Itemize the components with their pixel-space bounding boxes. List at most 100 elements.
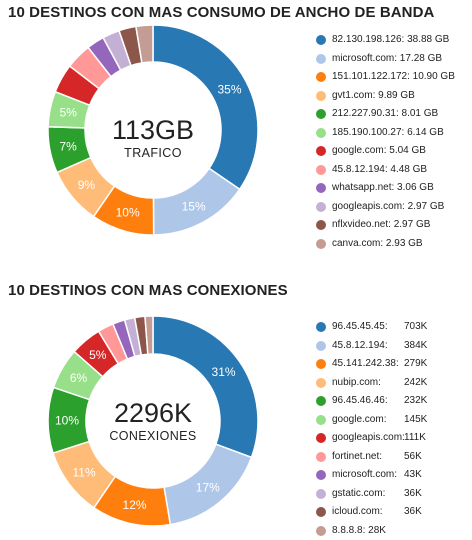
- legend-value: 384K: [404, 337, 427, 355]
- legend-label: microsoft.com: 17.28 GB: [332, 53, 442, 64]
- legend-swatch-icon: [316, 202, 326, 212]
- legend-swatch-icon: [316, 165, 326, 175]
- legend-swatch-icon: [316, 239, 326, 249]
- legend-swatch-icon: [316, 433, 326, 443]
- legend-swatch-icon: [316, 507, 326, 517]
- legend-swatch-icon: [316, 396, 326, 406]
- slice-label-nubip-com: 11%: [73, 465, 96, 479]
- legend-label: gstatic.com:: [332, 488, 385, 499]
- legend-label: gvt1.com: 9.89 GB: [332, 90, 415, 101]
- legend-item: gstatic.com:36K: [314, 485, 405, 504]
- legend-swatch-icon: [316, 91, 326, 101]
- legend-swatch-icon: [316, 146, 326, 156]
- bandwidth-chart-title: 10 DESTINOS CON MAS CONSUMO DE ANCHO DE …: [8, 4, 434, 21]
- legend-label: nubip.com:: [332, 377, 381, 388]
- legend-item: googleapis.com:111K: [314, 429, 405, 448]
- legend-value: 56K: [404, 448, 422, 466]
- slice-label-185-190-100-27: 5%: [60, 106, 78, 120]
- legend-label: 8.8.8.8: 28K: [332, 525, 386, 536]
- legend-swatch-icon: [316, 452, 326, 462]
- legend-item: googleapis.com: 2.97 GB: [314, 198, 455, 217]
- legend-item: 45.8.12.194:384K: [314, 337, 405, 356]
- legend-value: 279K: [404, 355, 427, 373]
- legend-item: nubip.com:242K: [314, 374, 405, 393]
- legend-label: 45.8.12.194: 4.48 GB: [332, 164, 427, 175]
- connections-panel: 31% 17% 12% 11% 10% 6%5% 2296K CONEXIONES 10 …: [0, 276, 472, 528]
- connections-center-label: CONEXIONES: [109, 429, 196, 443]
- slice-label-151-101-122-172: 10%: [116, 206, 140, 220]
- legend-swatch-icon: [316, 109, 326, 119]
- legend-label: 185.190.100.27: 6.14 GB: [332, 127, 444, 138]
- legend-label: 212.227.90.31: 8.01 GB: [332, 108, 438, 119]
- legend-swatch-icon: [316, 128, 326, 138]
- legend-swatch-icon: [316, 359, 326, 369]
- legend-item: gvt1.com: 9.89 GB: [314, 87, 455, 106]
- legend-label: icloud.com:: [332, 506, 383, 517]
- legend-label: 45.141.242.38:: [332, 358, 399, 369]
- legend-label: fortinet.net:: [332, 451, 382, 462]
- legend-swatch-icon: [316, 54, 326, 64]
- legend-item: 45.141.242.38:279K: [314, 355, 405, 374]
- legend-label: google.com: 5.04 GB: [332, 145, 426, 156]
- legend-item: 8.8.8.8: 28K: [314, 522, 405, 540]
- legend-value: 43K: [404, 466, 422, 484]
- legend-value: 36K: [404, 503, 422, 521]
- bandwidth-center-value: 113GB: [112, 115, 194, 145]
- slice-label-gvt1-com: 9%: [78, 178, 96, 192]
- legend-swatch-icon: [316, 341, 326, 351]
- legend-swatch-icon: [316, 378, 326, 388]
- slice-label-googleapis-com: 5%: [89, 348, 107, 362]
- legend-swatch-icon: [316, 489, 326, 499]
- legend-label: 45.8.12.194:: [332, 340, 388, 351]
- legend-value: 145K: [404, 411, 427, 429]
- legend-value: 242K: [404, 374, 427, 392]
- bandwidth-legend: 82.130.198.126: 38.88 GB microsoft.com: 1…: [314, 31, 455, 253]
- bandwidth-center-label: TRAFICO: [124, 146, 182, 160]
- legend-label: googleapis.com: 2.97 GB: [332, 201, 444, 212]
- legend-item: microsoft.com: 17.28 GB: [314, 50, 455, 69]
- legend-swatch-icon: [316, 415, 326, 425]
- legend-item: 96.45.46.46:232K: [314, 392, 405, 411]
- slice-label-212-227-90-31: 7%: [59, 140, 77, 154]
- legend-label: whatsapp.net: 3.06 GB: [332, 182, 434, 193]
- legend-swatch-icon: [316, 183, 326, 193]
- legend-item: nflxvideo.net: 2.97 GB: [314, 216, 455, 235]
- slice-label-96-45-45-45: 31%: [212, 365, 236, 379]
- legend-item: icloud.com:36K: [314, 503, 405, 522]
- legend-value: 703K: [404, 318, 427, 336]
- legend-item: 82.130.198.126: 38.88 GB: [314, 31, 455, 50]
- legend-value: 232K: [404, 392, 427, 410]
- legend-item: 212.227.90.31: 8.01 GB: [314, 105, 455, 124]
- legend-item: 151.101.122.172: 10.90 GB: [314, 68, 455, 87]
- legend-label: 151.101.122.172: 10.90 GB: [332, 71, 455, 82]
- legend-swatch-icon: [316, 526, 326, 536]
- connections-center-value: 2296K: [114, 398, 192, 428]
- legend-item: canva.com: 2.93 GB: [314, 235, 455, 254]
- legend-swatch-icon: [316, 322, 326, 332]
- legend-label: 96.45.46.46:: [332, 395, 388, 406]
- legend-item: google.com:145K: [314, 411, 405, 430]
- legend-swatch-icon: [316, 72, 326, 82]
- legend-swatch-icon: [316, 470, 326, 480]
- legend-swatch-icon: [316, 35, 326, 45]
- slice-label-45-141-242-38: 12%: [123, 498, 147, 512]
- legend-label: nflxvideo.net: 2.97 GB: [332, 219, 430, 230]
- legend-item: 185.190.100.27: 6.14 GB: [314, 124, 455, 143]
- bandwidth-panel: 35%15%10%9%7%5% 113GB TRAFICO 10 DESTINO…: [0, 0, 472, 264]
- legend-label: google.com:: [332, 414, 386, 425]
- legend-item: 96.45.45.45:703K: [314, 318, 405, 337]
- legend-swatch-icon: [316, 220, 326, 230]
- slice-label-45-8-12-194: 17%: [196, 480, 220, 494]
- legend-value: 36K: [404, 485, 422, 503]
- legend-value: 111K: [404, 429, 426, 447]
- legend-item: microsoft.com:43K: [314, 466, 405, 485]
- legend-item: google.com: 5.04 GB: [314, 142, 455, 161]
- slice-label-google-com: 6%: [70, 371, 88, 385]
- slice-label-microsoft-com: 15%: [182, 199, 206, 213]
- slice-label-96-45-46-46: 10%: [55, 413, 79, 427]
- legend-item: 45.8.12.194: 4.48 GB: [314, 161, 455, 180]
- slice-82-130-198-126: [153, 25, 258, 189]
- connections-chart-title: 10 DESTINOS CON MAS CONEXIONES: [8, 282, 288, 299]
- legend-item: fortinet.net:56K: [314, 448, 405, 467]
